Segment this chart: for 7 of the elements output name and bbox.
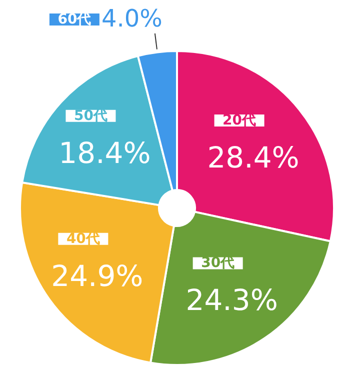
data-label: 28.4% [207, 140, 300, 174]
data-label: 18.4% [58, 136, 151, 170]
data-label: 4.0% [101, 4, 162, 32]
data-label: 24.3% [186, 283, 278, 318]
data-label: 24.9% [51, 258, 144, 293]
slice-label: 50代 [74, 108, 108, 124]
slice-label: 40代 [66, 230, 100, 247]
